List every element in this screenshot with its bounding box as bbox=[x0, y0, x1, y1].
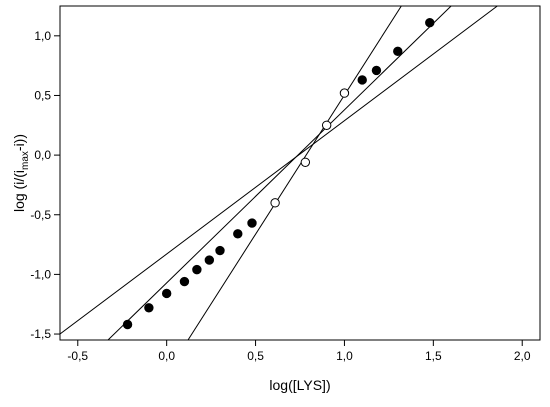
y-tick-label: 0,5 bbox=[34, 88, 51, 102]
x-axis-title: log([LYS]) bbox=[269, 377, 330, 393]
x-tick-label: 1,0 bbox=[336, 349, 353, 363]
fit-lines bbox=[60, 6, 498, 340]
plot-frame bbox=[59, 5, 541, 341]
x-tick-label: 1,5 bbox=[425, 349, 442, 363]
y-tick-label: -0,5 bbox=[30, 208, 51, 222]
filled-point-6 bbox=[204, 255, 215, 265]
filled-point-4 bbox=[179, 276, 190, 287]
open-point-3 bbox=[321, 120, 332, 130]
x-axis: -0,5 0,0 0,5 1,0 1,5 2,0 bbox=[67, 340, 531, 363]
y-axis-title: log (i/(imax-i)) bbox=[11, 134, 31, 212]
x-tick-label: 0,5 bbox=[247, 349, 264, 363]
y-tick-label: 0,0 bbox=[34, 148, 51, 162]
fit-line-2 bbox=[60, 6, 498, 335]
filled-point-10 bbox=[357, 75, 367, 85]
y-axis-title-suffix: -i)) bbox=[11, 134, 27, 151]
open-point-2 bbox=[300, 157, 311, 167]
filled-point-5 bbox=[192, 264, 202, 275]
y-tick-label: 1,0 bbox=[34, 29, 51, 43]
x-tick-label: 2,0 bbox=[514, 349, 531, 363]
y-tick-label: -1,0 bbox=[30, 267, 51, 281]
fit-line-1 bbox=[107, 6, 452, 340]
x-tick-label: -0,5 bbox=[67, 349, 88, 363]
open-point-1 bbox=[270, 198, 280, 208]
data-markers bbox=[122, 18, 435, 330]
y-axis: -1,5 -1,0 -0,5 0,0 0,5 1,0 bbox=[30, 29, 60, 341]
filled-point-3 bbox=[161, 288, 172, 299]
filled-point-8 bbox=[233, 229, 243, 239]
filled-point-1 bbox=[122, 319, 133, 330]
fit-line-3 bbox=[187, 6, 402, 340]
filled-point-12 bbox=[393, 46, 403, 57]
filled-point-2 bbox=[144, 303, 154, 313]
open-point-4 bbox=[339, 88, 350, 98]
y-axis-title-subscript: max bbox=[20, 151, 31, 170]
filled-point-11 bbox=[371, 65, 382, 76]
x-tick-label: 0,0 bbox=[158, 349, 175, 363]
y-tick-label: -1,5 bbox=[30, 327, 51, 341]
y-axis-title-prefix: log (i/(i bbox=[11, 170, 27, 212]
filled-point-13 bbox=[425, 18, 435, 28]
filled-point-7 bbox=[215, 245, 225, 256]
filled-point-9 bbox=[247, 218, 257, 228]
